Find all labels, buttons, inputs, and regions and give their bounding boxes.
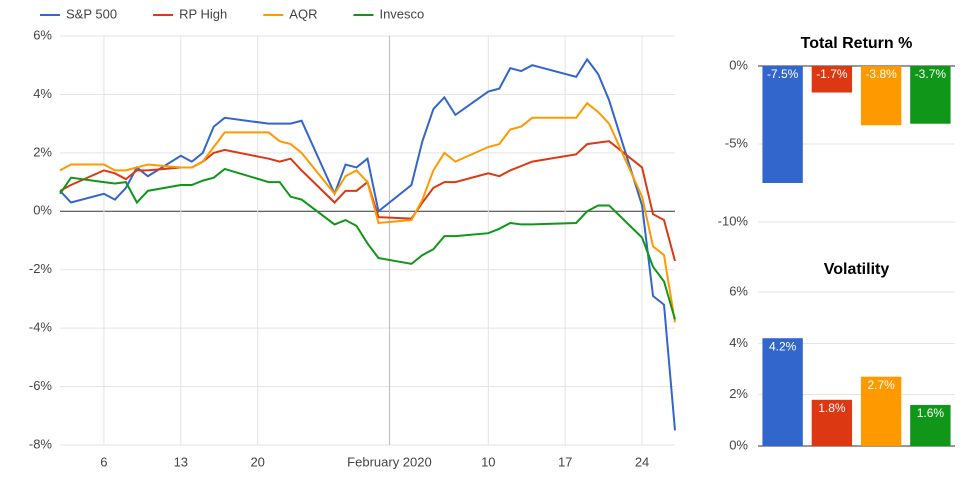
bar (762, 338, 803, 446)
y-tick-label: -5% (725, 135, 749, 150)
y-tick-label: 0% (729, 57, 748, 72)
legend-label: RP High (179, 6, 227, 21)
bar (910, 66, 951, 124)
x-tick-label: 24 (635, 454, 649, 469)
bar (811, 66, 853, 93)
legend-label: AQR (289, 6, 317, 21)
value-label: 1.8% (818, 401, 846, 415)
legend-label: S&P 500 (66, 6, 117, 21)
value-label: -7.5% (767, 67, 799, 81)
y-tick-label: 6% (729, 283, 748, 298)
y-tick-label: 2% (729, 386, 748, 401)
y-tick-label: 4% (729, 335, 748, 350)
value-label: -3.7% (915, 67, 947, 81)
y-tick-label: 0% (729, 437, 748, 452)
series-line (59, 101, 676, 323)
x-tick-label: 20 (250, 454, 264, 469)
bar (811, 399, 853, 446)
value-label: -1.7% (816, 67, 848, 81)
y-tick-label: 0% (33, 203, 52, 218)
x-tick-label: 17 (558, 454, 572, 469)
bar (860, 376, 902, 446)
y-tick-label: -6% (29, 378, 53, 393)
y-tick-label: -10% (718, 213, 749, 228)
y-tick-label: -8% (29, 436, 53, 451)
bar (910, 404, 951, 446)
x-tick-label: 6 (100, 454, 107, 469)
series-line (59, 167, 676, 320)
bar (762, 66, 803, 183)
y-tick-label: -2% (29, 261, 53, 276)
y-tick-label: 2% (33, 144, 52, 159)
value-label: -3.8% (865, 67, 897, 81)
legend-label: Invesco (379, 6, 424, 21)
chart-title: Volatility (824, 261, 890, 278)
x-tick-label: 10 (481, 454, 495, 469)
value-label: 2.7% (867, 378, 895, 392)
y-tick-label: 6% (33, 27, 52, 42)
value-label: 1.6% (917, 406, 945, 420)
chart-title: Total Return % (801, 35, 913, 52)
x-tick-label: 13 (174, 454, 188, 469)
y-tick-label: -4% (29, 320, 53, 335)
value-label: 4.2% (769, 339, 797, 353)
x-tick-label: February 2020 (347, 454, 432, 469)
bar (860, 66, 902, 126)
y-tick-label: 4% (33, 86, 52, 101)
